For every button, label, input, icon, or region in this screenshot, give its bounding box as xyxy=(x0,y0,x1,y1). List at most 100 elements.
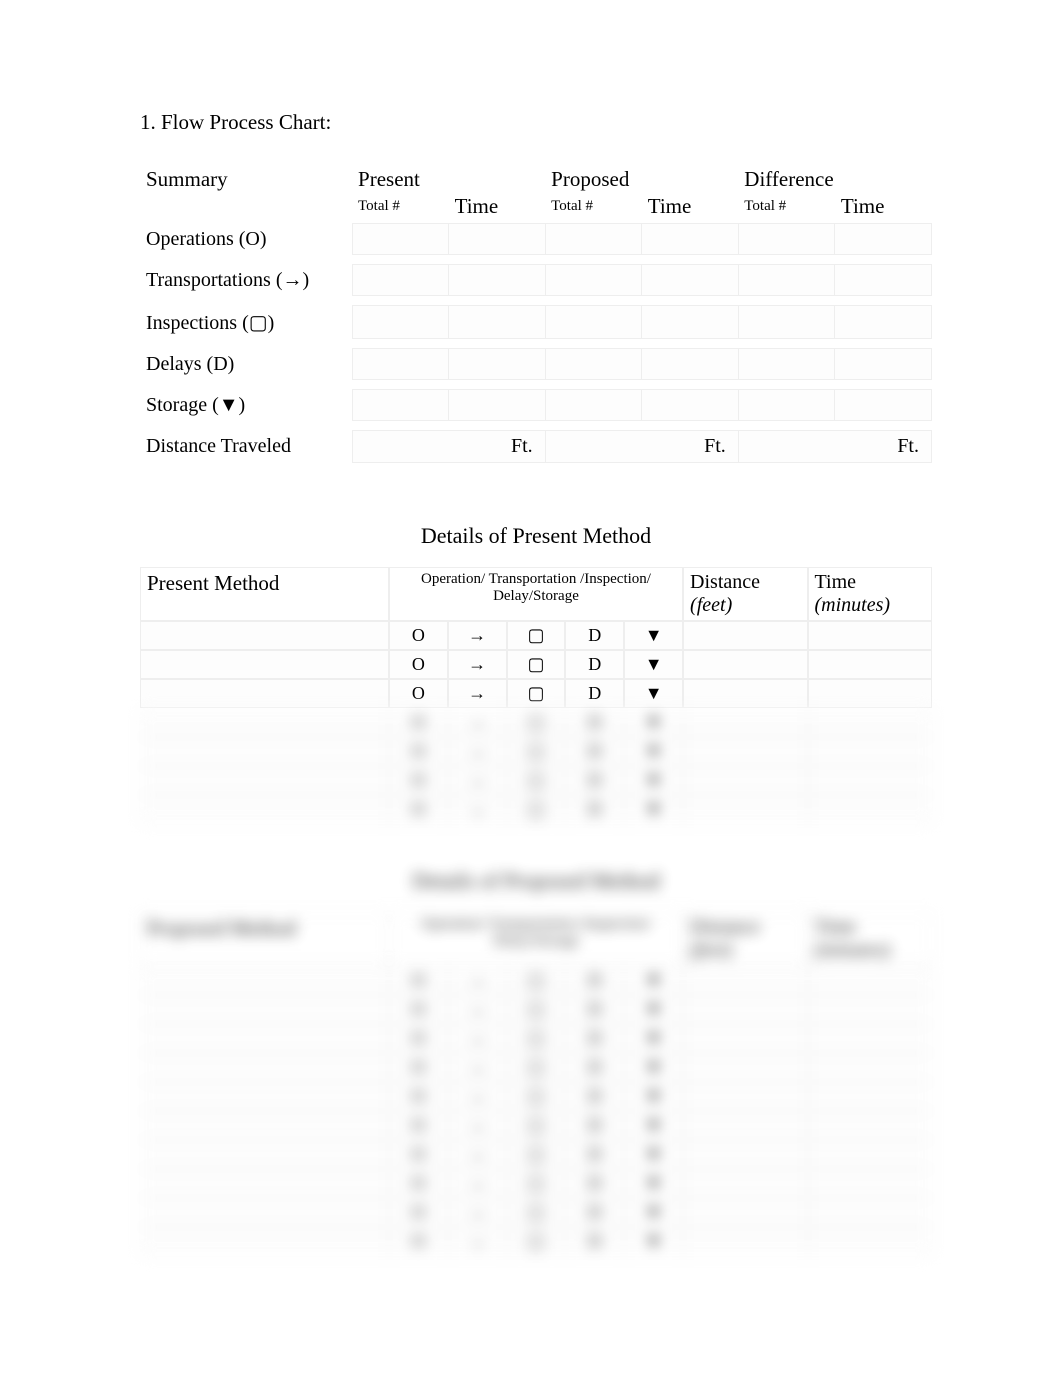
cell xyxy=(808,1111,933,1140)
cell xyxy=(683,679,807,708)
symbol-cell: ▢ xyxy=(507,795,566,824)
cell xyxy=(808,621,933,650)
symbol-cell: ▢ xyxy=(507,1140,566,1169)
symbol-cell: D xyxy=(565,679,624,708)
symbol-cell: D xyxy=(565,1198,624,1227)
symbol-cell: ▼ xyxy=(624,966,683,995)
page-title: 1. Flow Process Chart: xyxy=(140,110,932,135)
cell xyxy=(738,265,835,296)
symbol-cell: ▼ xyxy=(624,679,683,708)
cell xyxy=(738,224,835,255)
cell xyxy=(642,306,739,339)
symbol-cell: O xyxy=(389,766,448,795)
present-section-title: Details of Present Method xyxy=(140,523,932,549)
table-row: O→▢D▼ xyxy=(140,737,932,766)
symbol-cell: ▼ xyxy=(624,795,683,824)
cell xyxy=(683,708,807,737)
cell xyxy=(683,1111,807,1140)
symbol-cell: ▼ xyxy=(624,1024,683,1053)
symbol-cell: O xyxy=(389,966,448,995)
distance-cell: Ft. xyxy=(738,431,931,463)
symbol-cell: → xyxy=(448,1053,507,1082)
table-row: O→▢D▼ xyxy=(140,1082,932,1111)
symbol-cell: O xyxy=(389,737,448,766)
symbol-cell: → xyxy=(448,1169,507,1198)
cell xyxy=(642,349,739,380)
symbol-cell: → xyxy=(448,1140,507,1169)
cell xyxy=(140,1227,389,1256)
col-distance: Distance(feet) xyxy=(683,567,807,621)
table-row: O→▢D▼ xyxy=(140,1169,932,1198)
symbol-cell: ▼ xyxy=(624,1227,683,1256)
row-label-inspections: Inspections (▢) xyxy=(140,306,352,339)
cell xyxy=(683,737,807,766)
blurred-region: Details of Proposed Method Proposed Meth… xyxy=(140,868,932,1256)
cell xyxy=(140,1169,389,1198)
symbol-cell: O xyxy=(389,1140,448,1169)
table-row: Distance Traveled Ft. Ft. Ft. xyxy=(140,431,932,463)
summary-sub-time: Time xyxy=(835,194,932,224)
summary-table: Summary Present Proposed Difference Tota… xyxy=(140,163,932,463)
cell xyxy=(140,679,389,708)
cell xyxy=(140,737,389,766)
summary-sub-time: Time xyxy=(642,194,739,224)
symbol-cell: D xyxy=(565,737,624,766)
symbol-cell: D xyxy=(565,995,624,1024)
cell xyxy=(140,966,389,995)
summary-sub-total: Total # xyxy=(352,194,449,224)
cell xyxy=(140,1082,389,1111)
cell xyxy=(642,390,739,421)
symbol-cell: O xyxy=(389,708,448,737)
symbol-cell: ▢ xyxy=(507,650,566,679)
table-row: O→▢D▼ xyxy=(140,966,932,995)
cell xyxy=(683,766,807,795)
symbol-cell: ▢ xyxy=(507,1198,566,1227)
distance-cell: Ft. xyxy=(352,431,545,463)
cell xyxy=(545,265,642,296)
symbol-cell: → xyxy=(448,708,507,737)
symbol-cell: O xyxy=(389,621,448,650)
symbol-cell: O xyxy=(389,795,448,824)
cell xyxy=(140,995,389,1024)
symbol-cell: D xyxy=(565,966,624,995)
cell xyxy=(808,1169,933,1198)
symbol-cell: → xyxy=(448,966,507,995)
table-row: O→▢D▼ xyxy=(140,995,932,1024)
cell xyxy=(140,795,389,824)
symbol-cell: D xyxy=(565,1024,624,1053)
cell xyxy=(808,679,933,708)
cell xyxy=(140,1053,389,1082)
symbol-cell: ▼ xyxy=(624,737,683,766)
cell xyxy=(352,265,449,296)
symbol-cell: O xyxy=(389,679,448,708)
symbol-cell: D xyxy=(565,1227,624,1256)
cell xyxy=(683,650,807,679)
cell xyxy=(545,390,642,421)
symbol-cell: → xyxy=(448,1227,507,1256)
col-present-method: Present Method xyxy=(140,567,389,621)
symbol-cell: O xyxy=(389,650,448,679)
cell xyxy=(352,224,449,255)
cell xyxy=(140,650,389,679)
symbol-cell: D xyxy=(565,766,624,795)
cell xyxy=(835,349,932,380)
col-symbols: Operation/ Transportation /Inspection/ D… xyxy=(389,567,683,621)
row-label-delays: Delays (D) xyxy=(140,349,352,380)
cell xyxy=(683,1140,807,1169)
cell xyxy=(352,390,449,421)
symbol-cell: ▢ xyxy=(507,621,566,650)
table-row: O→▢D▼ xyxy=(140,1140,932,1169)
cell xyxy=(808,1140,933,1169)
symbol-cell: O xyxy=(389,1111,448,1140)
symbol-cell: O xyxy=(389,1053,448,1082)
cell xyxy=(683,1169,807,1198)
cell xyxy=(808,966,933,995)
summary-table-wrap: Summary Present Proposed Difference Tota… xyxy=(140,163,932,463)
cell xyxy=(683,1198,807,1227)
symbol-cell: ▼ xyxy=(624,766,683,795)
cell xyxy=(683,621,807,650)
table-row: O→▢D▼ xyxy=(140,679,932,708)
symbol-cell: → xyxy=(448,1024,507,1053)
cell xyxy=(545,306,642,339)
cell xyxy=(140,1198,389,1227)
